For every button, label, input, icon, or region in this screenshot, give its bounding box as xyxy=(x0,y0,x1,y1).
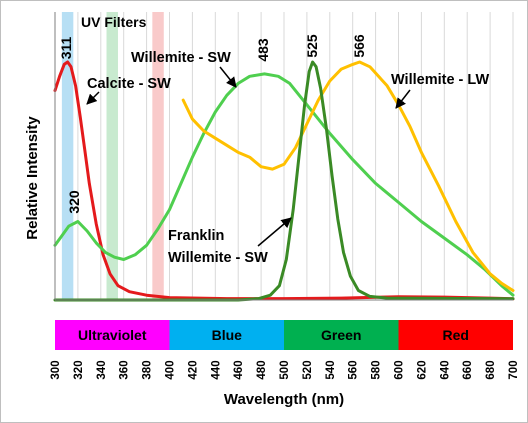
x-tick-label-480: 480 xyxy=(256,360,268,379)
band-label-ultraviolet: Ultraviolet xyxy=(78,327,147,343)
series-line-calcite-sw xyxy=(53,60,515,301)
x-tick-label-500: 500 xyxy=(279,360,291,379)
x-tick-label-460: 460 xyxy=(233,360,245,379)
band-ultraviolet xyxy=(55,320,170,350)
x-tick-label-620: 620 xyxy=(416,360,428,379)
x-tick-label-540: 540 xyxy=(325,360,337,379)
x-tick-label-420: 420 xyxy=(187,360,199,379)
willemite-sw-label: Willemite - SW xyxy=(131,50,231,66)
franklin-arrow xyxy=(257,217,292,247)
y-axis-title: Relative Intensity xyxy=(24,116,41,240)
peak-label-525: 525 xyxy=(304,34,320,58)
calcite-sw-arrow xyxy=(86,91,100,105)
x-tick-label-300: 300 xyxy=(50,360,62,379)
x-tick-label-320: 320 xyxy=(73,360,85,379)
willemite-lw-label: Willemite - LW xyxy=(391,72,489,88)
band-label-red: Red xyxy=(443,327,469,343)
x-axis-title: Wavelength (nm) xyxy=(224,391,344,408)
x-tick-label-380: 380 xyxy=(142,360,154,379)
x-tick-label-700: 700 xyxy=(508,360,520,379)
x-tick-label-360: 360 xyxy=(119,360,131,379)
uv-filters-label: UV Filters xyxy=(81,14,147,30)
x-tick-label-600: 600 xyxy=(394,360,406,379)
calcite-sw-label: Calcite - SW xyxy=(87,76,171,92)
peak-label-311: 311 xyxy=(58,36,74,59)
peak-label-320: 320 xyxy=(66,190,82,214)
x-tick-label-400: 400 xyxy=(165,360,177,379)
x-tick-label-440: 440 xyxy=(210,360,222,379)
color-bands: Ultraviolet Blue Green Red xyxy=(55,320,513,350)
band-green xyxy=(284,320,399,350)
uv-filter-390 xyxy=(152,12,164,300)
franklin-label-line2: Willemite - SW xyxy=(168,250,268,266)
series-line-willemite-sw xyxy=(53,72,515,297)
x-tick-label-640: 640 xyxy=(439,360,451,379)
band-label-green: Green xyxy=(321,327,361,343)
x-tick-label-660: 660 xyxy=(462,360,474,379)
x-tick-labels: 300 320 340 360 380 400 420 440 460 480 500 520 540 5… xyxy=(50,360,520,379)
band-red xyxy=(398,320,513,350)
series-line-franklin-willemite-sw xyxy=(53,60,515,302)
x-tick-label-560: 560 xyxy=(348,360,360,379)
x-tick-label-340: 340 xyxy=(96,360,108,379)
franklin-label-line1: Franklin xyxy=(168,228,224,244)
x-tick-label-680: 680 xyxy=(485,360,497,379)
uv-filter-311 xyxy=(61,12,74,300)
peak-label-566: 566 xyxy=(351,34,367,58)
series-line-willemite-lw xyxy=(181,60,515,292)
vertical-gridlines xyxy=(77,12,514,300)
peak-label-483: 483 xyxy=(255,38,271,62)
willemite-lw-arrow xyxy=(395,89,411,109)
uv-filter-350 xyxy=(106,12,118,300)
series-lines xyxy=(53,60,515,302)
x-tick-label-580: 580 xyxy=(371,360,383,379)
uv-filter-bands xyxy=(61,12,164,300)
band-label-blue: Blue xyxy=(212,327,243,343)
willemite-sw-arrow xyxy=(219,66,237,88)
band-blue xyxy=(169,320,284,350)
x-tick-label-520: 520 xyxy=(302,360,314,379)
